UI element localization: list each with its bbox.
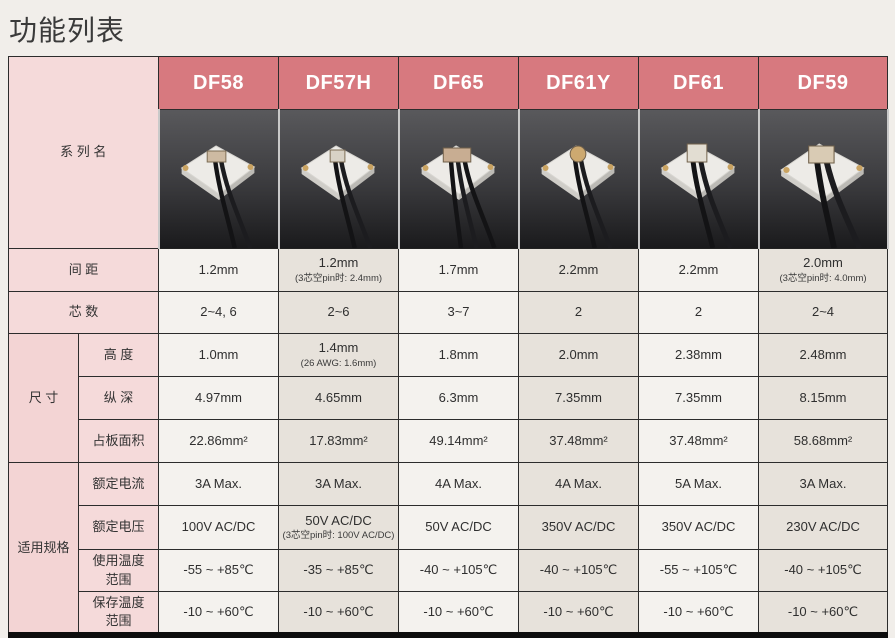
spec-cell: 3A Max. (158, 462, 279, 506)
table-row-pitch: 间 距 1.2mm 1.2mm (3芯空pin时: 2.4mm) 1.7mm 2.… (8, 248, 888, 292)
spec-cell: -10 ~ +60℃ (638, 591, 759, 636)
spec-cell: 4A Max. (518, 462, 639, 506)
spec-cell: 1.2mm (158, 248, 279, 292)
page-title: 功能列表 (9, 15, 126, 46)
row-label-rated-voltage: 额定电压 (78, 505, 159, 550)
spec-cell: 1.7mm (398, 248, 519, 292)
spec-cell: 8.15mm (758, 376, 888, 420)
row-label-height: 高 度 (78, 333, 159, 377)
spec-cell: 50V AC/DC (398, 505, 519, 550)
spec-cell: -10 ~ +60℃ (758, 591, 888, 636)
series-header-df57h: DF57H (278, 56, 399, 110)
spec-cell: 7.35mm (638, 376, 759, 420)
feature-table: 系 列 名 DF58 DF57H DF65 DF61Y DF61 DF59 (8, 56, 889, 638)
series-header-df65: DF65 (398, 56, 519, 110)
spec-cell: 1.0mm (158, 333, 279, 377)
spec-cell: -10 ~ +60℃ (158, 591, 279, 636)
spec-cell: 58.68mm² (758, 419, 888, 463)
row-label-operating-temp: 使用温度范围 (78, 549, 159, 592)
row-label-board-area: 占板面积 (78, 419, 159, 463)
connector-photo-illustration (759, 110, 887, 248)
connector-photo-illustration (159, 110, 278, 248)
product-photo-df58 (157, 109, 280, 249)
spec-cell: -10 ~ +60℃ (518, 591, 639, 636)
spec-cell: 49.14mm² (398, 419, 519, 463)
table-row-height: 尺 寸 高 度 1.0mm 1.4mm (26 AWG: 1.6mm) 1.8mm… (8, 333, 888, 463)
spec-cell: -40 ~ +105℃ (398, 549, 519, 592)
spec-cell: 100V AC/DC (158, 505, 279, 550)
product-photo-df57h (277, 109, 400, 249)
spec-cell: 4.65mm (278, 376, 399, 420)
spec-cell: 6.3mm (398, 376, 519, 420)
series-row-label: 系 列 名 (8, 56, 159, 249)
spec-cell: -40 ~ +105℃ (758, 549, 888, 592)
spec-cell: 4A Max. (398, 462, 519, 506)
spec-cell: 3~7 (398, 291, 519, 334)
row-label-pitch: 间 距 (8, 248, 159, 292)
spec-cell: 2 (518, 291, 639, 334)
product-photo-df65 (397, 109, 520, 249)
group-label-dimensions: 尺 寸 (8, 333, 79, 463)
spec-cell: -10 ~ +60℃ (398, 591, 519, 636)
spec-cell: 7.35mm (518, 376, 639, 420)
product-photo-df61y (517, 109, 640, 249)
spec-cell: 50V AC/DC (3芯空pin时: 100V AC/DC) (278, 505, 399, 550)
table-row-operating-temp: 使用温度范围 -55 ~ +85℃ -35 ~ +85℃ -40 ~ +105℃… (9, 549, 888, 592)
spec-cell: 4.97mm (158, 376, 279, 420)
table-row-cores: 芯 数 2~4, 6 2~6 3~7 2 2 2~4 (8, 291, 888, 334)
spec-cell: 22.86mm² (158, 419, 279, 463)
spec-cell: 37.48mm² (638, 419, 759, 463)
connector-photo-illustration (399, 110, 518, 248)
spec-cell: 3A Max. (278, 462, 399, 506)
table-row-board-area: 占板面积 22.86mm² 17.83mm² 49.14mm² 37.48mm²… (9, 419, 888, 463)
table-row-depth: 纵 深 4.97mm 4.65mm 6.3mm 7.35mm 7.35mm 8.… (9, 376, 888, 420)
spec-cell: 2 (638, 291, 759, 334)
connector-photo-illustration (279, 110, 398, 248)
row-label-storage-temp: 保存温度范围 (78, 591, 159, 636)
spec-cell: 5A Max. (638, 462, 759, 506)
spec-cell: 37.48mm² (518, 419, 639, 463)
spec-cell: -35 ~ +85℃ (278, 549, 399, 592)
spec-cell: 1.2mm (3芯空pin时: 2.4mm) (278, 248, 399, 292)
table-row-storage-temp: 保存温度范围 -10 ~ +60℃ -10 ~ +60℃ -10 ~ +60℃ … (9, 591, 888, 636)
spec-cell: 3A Max. (758, 462, 888, 506)
series-header-df58: DF58 (158, 56, 279, 110)
row-label-depth: 纵 深 (78, 376, 159, 420)
spec-cell: 2.48mm (758, 333, 888, 377)
spec-cell: -10 ~ +60℃ (278, 591, 399, 636)
spec-cell: 230V AC/DC (758, 505, 888, 550)
spec-cell: -40 ~ +105℃ (518, 549, 639, 592)
table-row-rated-voltage: 额定电压 100V AC/DC 50V AC/DC (3芯空pin时: 100V … (9, 505, 888, 550)
spec-cell: 2~4 (758, 291, 888, 334)
series-header-row: 系 列 名 DF58 DF57H DF65 DF61Y DF61 DF59 (8, 56, 888, 249)
row-label-cores: 芯 数 (8, 291, 159, 334)
connector-photo-illustration (519, 110, 638, 248)
spec-cell: 350V AC/DC (518, 505, 639, 550)
spec-cell: 1.4mm (26 AWG: 1.6mm) (278, 333, 399, 377)
product-photo-row (9, 109, 889, 249)
spec-cell: 2.0mm (518, 333, 639, 377)
series-header-df61: DF61 (638, 56, 759, 110)
spec-cell: -55 ~ +85℃ (158, 549, 279, 592)
spec-cell: 2.38mm (638, 333, 759, 377)
spec-cell: -55 ~ +105℃ (638, 549, 759, 592)
spec-cell: 2~4, 6 (158, 291, 279, 334)
series-header-df59: DF59 (758, 56, 888, 110)
connector-photo-illustration (639, 110, 758, 248)
spec-cell: 2.0mm (3芯空pin时: 4.0mm) (758, 248, 888, 292)
series-header-df61y: DF61Y (518, 56, 639, 110)
product-photo-df59 (757, 109, 889, 249)
row-label-rated-current: 额定电流 (78, 462, 159, 506)
group-label-specs: 适用规格 (8, 462, 79, 636)
spec-cell: 17.83mm² (278, 419, 399, 463)
spec-cell: 2.2mm (638, 248, 759, 292)
spec-cell: 1.8mm (398, 333, 519, 377)
table-row-rated-current: 适用规格 额定电流 3A Max. 3A Max. 4A Max. 4A Max… (8, 462, 888, 636)
spec-cell: 2.2mm (518, 248, 639, 292)
product-photo-df61 (637, 109, 760, 249)
spec-cell: 350V AC/DC (638, 505, 759, 550)
spec-cell: 2~6 (278, 291, 399, 334)
